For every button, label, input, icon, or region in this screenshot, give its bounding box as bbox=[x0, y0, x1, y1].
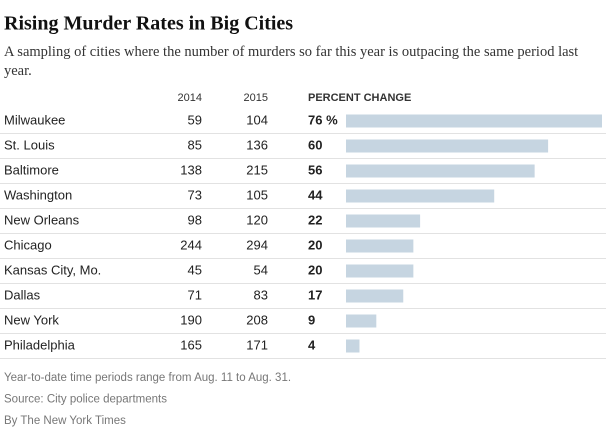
bar bbox=[346, 139, 549, 153]
cell-value: 171 bbox=[246, 337, 268, 352]
bar bbox=[346, 314, 377, 328]
cell-value: 208 bbox=[246, 312, 268, 327]
chart-subtitle: A sampling of cities where the number of… bbox=[4, 44, 578, 79]
city-label: Chicago bbox=[4, 237, 52, 252]
value-label: 60 bbox=[308, 137, 322, 152]
city-label: New York bbox=[4, 312, 59, 327]
cell-value: 83 bbox=[254, 287, 268, 302]
subtitle-line: year. bbox=[4, 63, 32, 79]
value-label: 44 bbox=[308, 187, 323, 202]
city-label: Philadelphia bbox=[4, 337, 76, 352]
cell-value: 138 bbox=[180, 162, 202, 177]
cell-value: 190 bbox=[180, 312, 202, 327]
bar bbox=[346, 214, 421, 228]
cell-value: 215 bbox=[246, 162, 268, 177]
cell-value: 45 bbox=[188, 262, 202, 277]
footnote: Source: City police departments bbox=[4, 394, 167, 406]
city-label: Baltimore bbox=[4, 162, 59, 177]
bar bbox=[346, 339, 360, 353]
footnote: Year-to-date time periods range from Aug… bbox=[4, 372, 291, 384]
cell-value: 104 bbox=[246, 112, 268, 127]
cell-value: 98 bbox=[188, 212, 202, 227]
value-label: 4 bbox=[308, 337, 316, 352]
city-label: Kansas City, Mo. bbox=[4, 262, 101, 277]
cell-value: 73 bbox=[188, 187, 202, 202]
cell-value: 294 bbox=[246, 237, 268, 252]
bar bbox=[346, 264, 414, 278]
bar bbox=[346, 189, 495, 203]
bar bbox=[346, 114, 602, 128]
value-label: 20 bbox=[308, 262, 322, 277]
footnote: By The New York Times bbox=[4, 415, 126, 427]
cell-value: 54 bbox=[254, 262, 268, 277]
chart-title: Rising Murder Rates in Big Cities bbox=[4, 13, 293, 35]
city-label: New Orleans bbox=[4, 212, 80, 227]
cell-value: 85 bbox=[188, 137, 202, 152]
bar bbox=[346, 239, 414, 253]
cell-value: 120 bbox=[246, 212, 268, 227]
value-label: 56 bbox=[308, 162, 322, 177]
cell-value: 105 bbox=[246, 187, 268, 202]
column-header: 2014 bbox=[178, 92, 202, 104]
city-label: St. Louis bbox=[4, 137, 55, 152]
cell-value: 136 bbox=[246, 137, 268, 152]
bar bbox=[346, 289, 404, 303]
cell-value: 71 bbox=[188, 287, 202, 302]
subtitle-line: A sampling of cities where the number of… bbox=[4, 44, 578, 60]
cell-value: 165 bbox=[180, 337, 202, 352]
city-label: Milwaukee bbox=[4, 112, 65, 127]
value-label: 20 bbox=[308, 237, 322, 252]
cell-value: 244 bbox=[180, 237, 202, 252]
city-label: Dallas bbox=[4, 287, 41, 302]
column-header: PERCENT CHANGE bbox=[308, 92, 411, 104]
value-label: 17 bbox=[308, 287, 322, 302]
value-label: 9 bbox=[308, 312, 315, 327]
bar bbox=[346, 164, 535, 178]
column-header: 2015 bbox=[244, 92, 268, 104]
city-label: Washington bbox=[4, 187, 72, 202]
cell-value: 59 bbox=[188, 112, 202, 127]
value-label: 76 % bbox=[308, 112, 338, 127]
value-label: 22 bbox=[308, 212, 322, 227]
